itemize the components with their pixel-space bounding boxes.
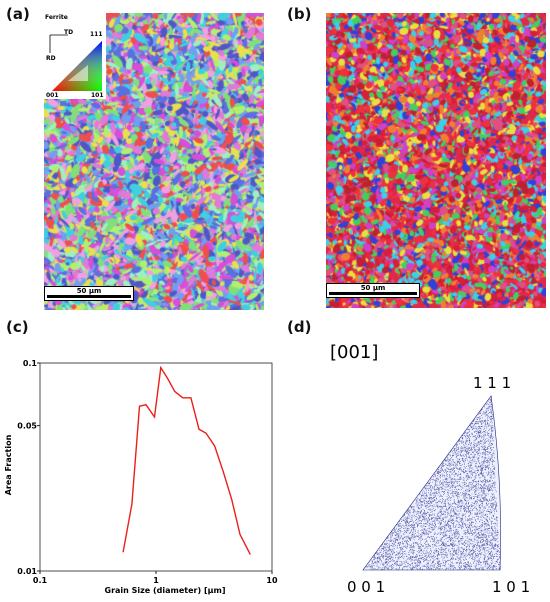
x-axis-label: Grain Size (diameter) [μm] [105,586,226,595]
x-tick-label: 10 [266,576,278,585]
ipf-orientation-points [365,396,501,571]
legend-axes-icon [49,34,102,91]
ipf-label-001: 0 0 1 [347,578,385,596]
y-axis-label: Area Fraction [4,434,13,495]
y-tick-label: 0.05 [17,422,37,431]
y-tick-label: 0.01 [17,567,37,576]
x-tick-label: 1 [153,576,159,585]
grain-size-chart: 0.1 1 10 0.01 0.05 0.1 Grain Size (diameter) … [4,359,278,595]
legend-101-label: 101 [91,92,104,99]
legend-title: Ferrite [45,14,68,21]
panel-label-b: (b) [287,5,312,23]
ipf-color-legend: Ferrite TD RD 111 001 101 [44,13,106,99]
scale-bar-b-text: 50 μm [360,284,386,292]
ipf-title: [001] [330,342,378,363]
ipf-triangle [362,395,501,571]
x-tick-label: 0.1 [33,576,48,585]
legend-001-label: 001 [46,92,59,99]
scale-bar-b: 50 μm [326,283,420,298]
grain-size-series-line [122,365,251,555]
panel-label-a: (a) [6,5,30,23]
ipf-label-101: 1 0 1 [492,578,530,596]
panel-label-d: (d) [287,318,312,336]
legend-111-label: 111 [90,31,103,38]
inverse-pole-figure: [001] 1 1 1 0 0 1 1 0 1 [330,342,530,596]
panel-label-c: (c) [6,318,29,336]
scale-bar-a-text: 50 μm [76,287,102,295]
legend-td-label: TD [64,29,74,36]
plot-frame [39,362,273,572]
scale-bar-a: 50 μm [44,286,134,301]
y-tick-label: 0.1 [23,359,38,368]
ebsd-orientation-map-b [326,13,546,308]
legend-rd-label: RD [46,55,56,62]
ipf-label-111: 1 1 1 [473,374,511,392]
